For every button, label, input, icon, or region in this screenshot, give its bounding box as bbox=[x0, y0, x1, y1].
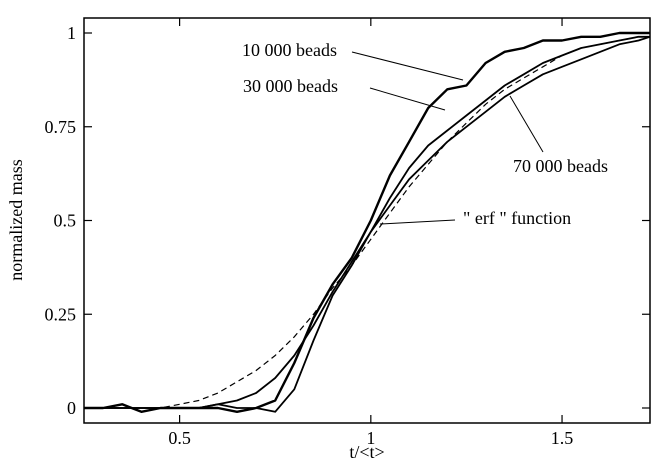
series-line-70-000-beads bbox=[84, 35, 651, 409]
series-line-erf-function bbox=[84, 36, 650, 409]
annotation-erf-function: " erf " function bbox=[463, 208, 571, 228]
y-tick-label: 1 bbox=[67, 23, 76, 43]
annotation-10000-beads: 10 000 beads bbox=[242, 40, 337, 60]
axis-ticks: 0.5 1 1.5 0 0.25 0.5 0.75 1 bbox=[45, 18, 650, 448]
annotation-70000-beads: 70 000 beads bbox=[513, 156, 608, 176]
x-tick-label: 1.5 bbox=[551, 428, 574, 448]
x-tick-label: 1 bbox=[366, 428, 375, 448]
annotation-30000-beads: 30 000 beads bbox=[243, 76, 338, 96]
y-tick-label: 0.75 bbox=[45, 117, 77, 137]
x-axis-title: t/<t> bbox=[349, 442, 384, 462]
y-tick-label: 0 bbox=[67, 398, 76, 418]
y-axis-title: normalized mass bbox=[6, 159, 26, 280]
annotation-70000-beads-leader bbox=[509, 95, 544, 153]
y-tick-label: 0.5 bbox=[54, 211, 77, 231]
annotation-10000-beads-leader bbox=[351, 51, 464, 81]
annotation-30000-beads-leader bbox=[369, 87, 446, 111]
series-layer bbox=[84, 31, 651, 413]
annotation-erf-function-leader bbox=[379, 219, 456, 225]
x-tick-label: 0.5 bbox=[168, 428, 191, 448]
y-tick-label: 0.25 bbox=[45, 304, 77, 324]
